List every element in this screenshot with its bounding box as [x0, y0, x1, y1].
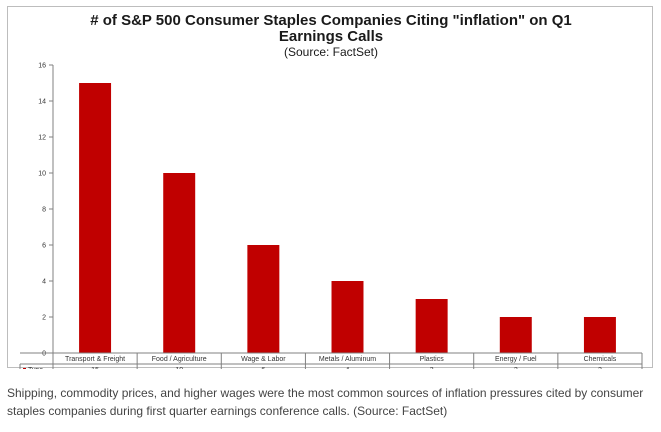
data-label: 15 — [91, 367, 99, 369]
data-label: 2 — [514, 367, 518, 369]
chart-title: # of S&P 500 Consumer Staples Companies … — [8, 12, 654, 60]
bar — [499, 317, 532, 353]
y-tick-label: 16 — [38, 63, 46, 70]
category-label: Energy / Fuel — [495, 356, 537, 363]
legend-swatch — [23, 368, 26, 369]
y-tick-label: 8 — [42, 207, 46, 214]
chart-title-line1: # of S&P 500 Consumer Staples Companies … — [90, 12, 572, 29]
y-tick-label: 6 — [42, 243, 46, 250]
legend-label: Type — [28, 367, 43, 369]
category-label: Plastics — [420, 356, 445, 363]
figure-caption: Shipping, commodity prices, and higher w… — [7, 386, 644, 418]
bar — [415, 299, 448, 353]
category-label: Metals / Aluminum — [319, 356, 376, 363]
bar — [583, 317, 616, 353]
data-label: 4 — [346, 367, 350, 369]
y-tick-label: 14 — [38, 99, 46, 106]
y-tick-label: 10 — [38, 171, 46, 178]
y-tick-label: 2 — [42, 315, 46, 322]
category-label: Wage & Labor — [241, 356, 286, 363]
category-label: Chemicals — [584, 356, 617, 363]
data-label: 3 — [430, 367, 434, 369]
chart-title-line2: Earnings Calls — [278, 28, 384, 45]
y-tick-label: 4 — [42, 279, 46, 286]
bar — [331, 281, 364, 353]
category-label: Food / Agriculture — [152, 356, 207, 363]
y-tick-label: 0 — [42, 351, 46, 358]
data-label: 10 — [175, 367, 183, 369]
data-label: 2 — [598, 367, 602, 369]
y-tick-label: 12 — [38, 135, 46, 142]
bar-chart: 0 2 4 6 8 10 12 14 16 Transport & Freight Food / A… — [19, 63, 643, 369]
bar — [247, 245, 280, 353]
chart-subtitle: (Source: FactSet) — [283, 45, 379, 59]
bar — [79, 83, 112, 353]
data-label: 6 — [261, 367, 265, 369]
category-label: Transport & Freight — [65, 356, 125, 363]
chart-frame: # of S&P 500 Consumer Staples Companies … — [7, 6, 654, 369]
bar — [163, 173, 196, 353]
